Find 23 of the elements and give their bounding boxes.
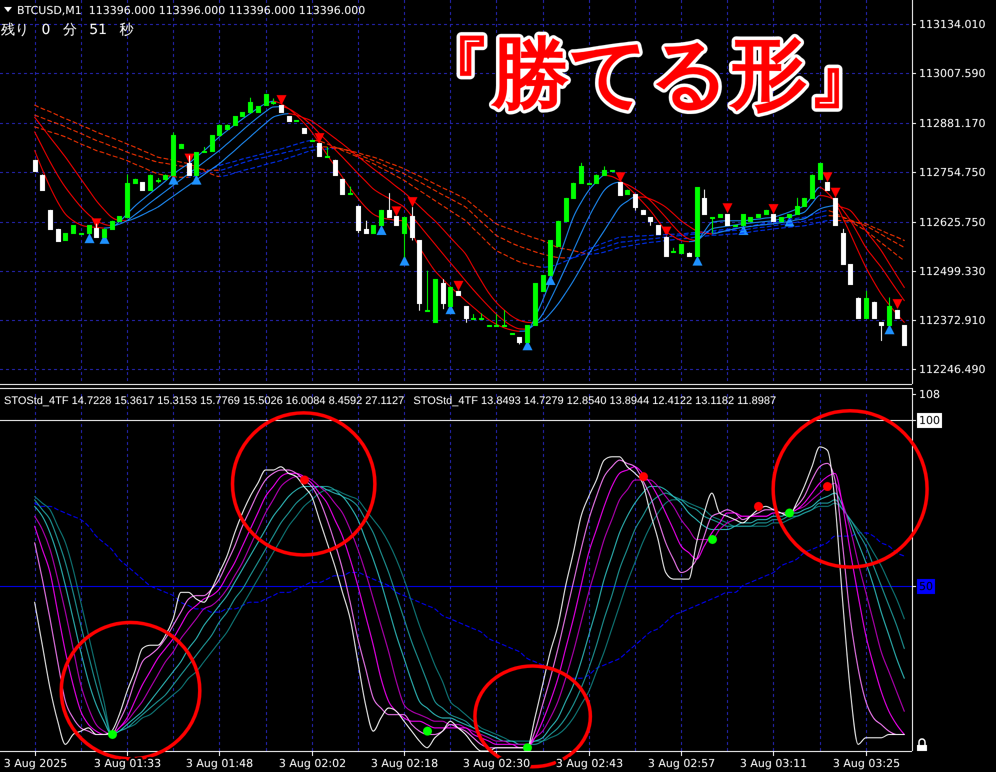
y-tick-label: 112881.170 — [919, 117, 986, 130]
text: 残り 0 分 51 秒 — [1, 22, 134, 38]
chart-title: STOStd_4TF 14.7228 15.3617 15.3153 15.7769 15.5026 16.0084 8.4592 27.1127 STOStd_4TF 13.8493 14.7279 12.8540 13.8944 12.4122 13.1182 11.8987 — [4, 395, 776, 407]
y-tick-label: 108 — [919, 388, 940, 401]
chart-title: BTCUSD,M1 113396.000 113396.000 113396.000 113396.000 — [17, 4, 366, 17]
x-tick-label: 3 Aug 03:11 — [740, 757, 808, 770]
x-tick-label: 3 Aug 01:48 — [186, 757, 254, 770]
y-tick-label: 112754.750 — [919, 166, 986, 179]
y-tick-label: 112372.910 — [919, 314, 986, 327]
y-tick-label: 112625.750 — [919, 216, 986, 229]
y-tick-label: 50 — [919, 580, 933, 593]
y-tick-label: 100 — [919, 414, 940, 427]
x-tick-label: 3 Aug 01:33 — [94, 757, 162, 770]
y-tick-label: 113007.590 — [919, 67, 986, 80]
y-tick-label: 113134.010 — [919, 18, 986, 31]
x-tick-label: 3 Aug 02:18 — [370, 757, 438, 770]
x-tick-label: 3 Aug 2025 — [4, 757, 68, 770]
y-tick-label: 112499.330 — [919, 265, 986, 278]
y-tick-label: 112246.490 — [919, 363, 986, 376]
x-tick-label: 3 Aug 02:02 — [278, 757, 346, 770]
annotation: 『勝てる形』 — [413, 29, 886, 119]
x-tick-label: 3 Aug 03:25 — [832, 757, 900, 770]
x-tick-label: 3 Aug 02:57 — [648, 757, 716, 770]
